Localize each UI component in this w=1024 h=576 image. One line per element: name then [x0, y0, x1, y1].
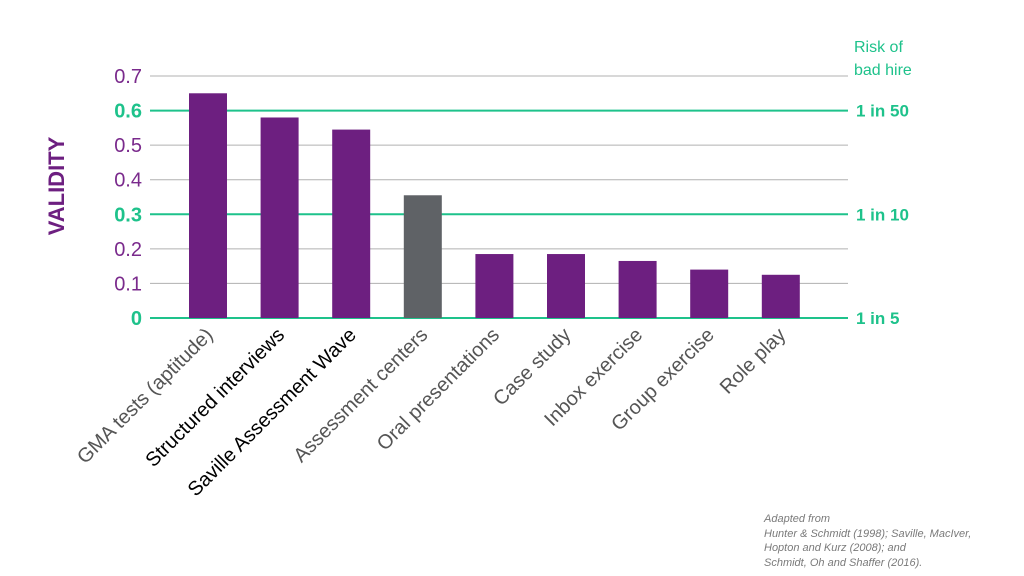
- risk-label: 1 in 10: [856, 205, 909, 224]
- y-tick-label: 0.4: [114, 170, 142, 192]
- y-axis-ticks: 0 0.1 0.2 0.3 0.4 0.5 0.6 0.7: [114, 66, 142, 330]
- x-category-label: Oral presentations: [373, 324, 504, 455]
- x-axis-labels: GMA tests (aptitude)Structured interview…: [73, 324, 790, 501]
- y-tick-label: 0.2: [114, 239, 142, 261]
- bar-6: [618, 260, 657, 318]
- bar-8: [761, 274, 800, 318]
- citation-line: Adapted from: [764, 513, 831, 525]
- bar-0: [189, 93, 227, 319]
- bar-3: [403, 195, 442, 318]
- bar-7: [690, 269, 729, 318]
- source-citation: Adapted from Hunter & Schmidt (1998); Sa…: [764, 512, 971, 570]
- bars: [189, 93, 800, 319]
- y-tick-label: 0.7: [114, 66, 142, 88]
- bar-1: [260, 117, 299, 318]
- risk-axis-title-line-1: Risk of: [854, 39, 903, 56]
- citation-line: Hunter & Schmidt (1998); Saville, MacIve…: [764, 527, 972, 540]
- citation-line: Hopton and Kurz (2008); and: [764, 542, 906, 554]
- risk-axis-title-line-2: bad hire: [854, 62, 912, 79]
- y-tick-label: 0.5: [114, 135, 142, 157]
- risk-label: 1 in 50: [856, 102, 909, 121]
- bar-4: [475, 254, 514, 318]
- x-category-label: Role play: [716, 324, 791, 399]
- y-axis-title: VALIDITY: [44, 136, 69, 235]
- y-tick-label: 0.3: [114, 204, 142, 226]
- y-tick-label: 0: [131, 308, 142, 330]
- risk-label: 1 in 5: [856, 309, 899, 328]
- bar-2: [332, 129, 371, 318]
- x-category-label: Assessment centers: [289, 324, 432, 467]
- x-category-label: Structured interviews: [142, 324, 290, 472]
- bar-5: [547, 254, 585, 318]
- citation-line: Schmidt, Oh and Shaffer (2016).: [764, 556, 923, 569]
- y-tick-label: 0.1: [114, 273, 142, 295]
- x-category-label: GMA tests (aptitude): [73, 324, 217, 468]
- y-tick-label: 0.6: [114, 101, 142, 123]
- risk-axis: Risk of bad hire 1 in 50 1 in 10 1 in 5: [854, 39, 912, 328]
